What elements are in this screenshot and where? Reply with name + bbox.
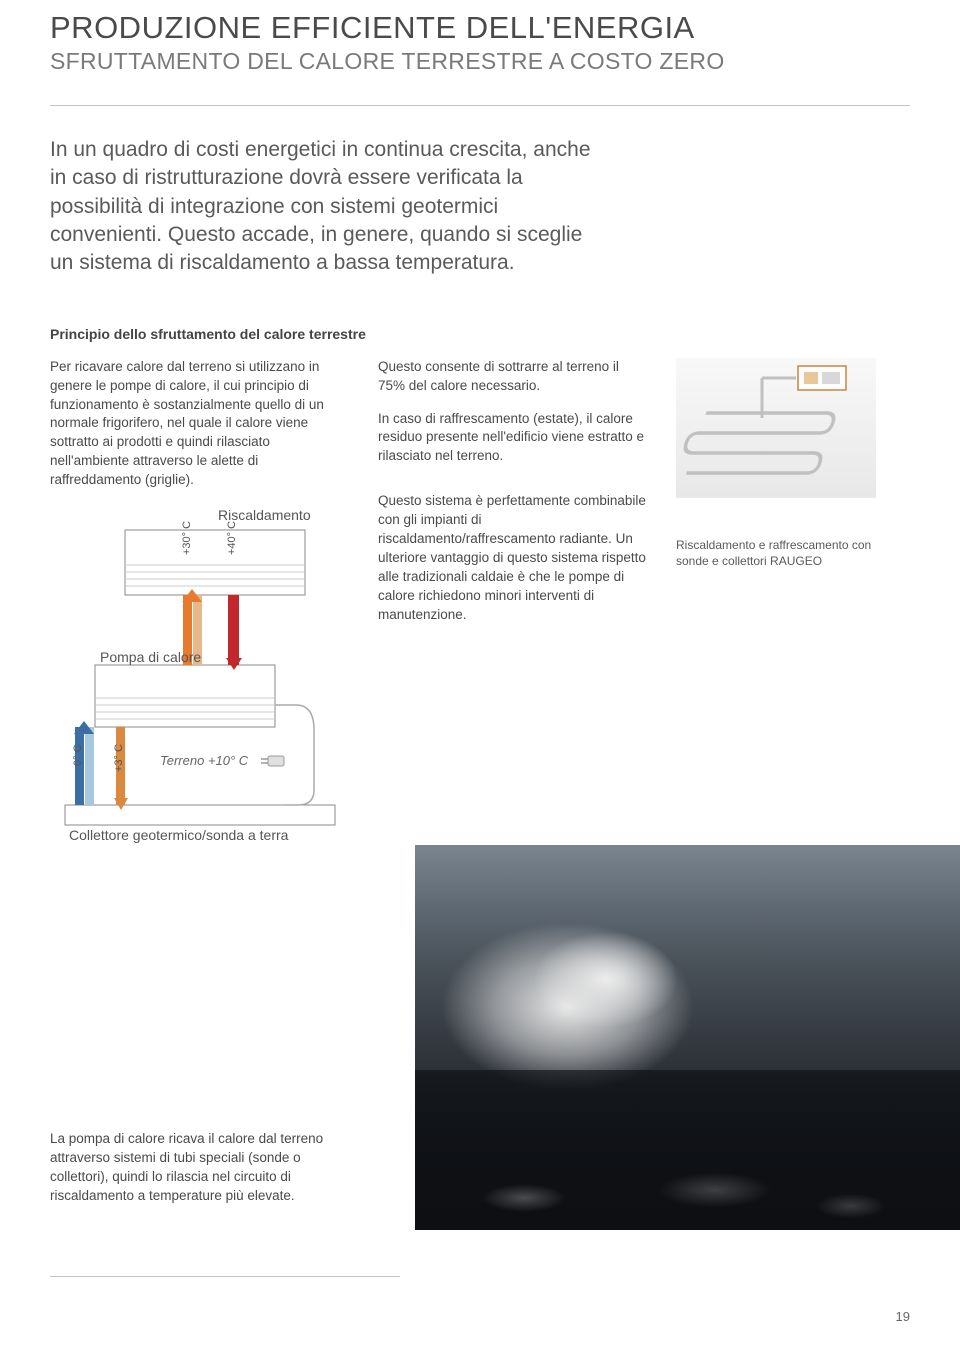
column-middle: Questo consente di sottrarre al terreno … (378, 358, 648, 830)
temp-30-label: +30° C (180, 521, 195, 555)
page-subtitle: SFRUTTAMENTO DEL CALORE TERRESTRE A COST… (50, 48, 910, 75)
divider-bottom (50, 1276, 400, 1277)
col-mid-p2: In caso di raffrescamento (estate), il c… (378, 410, 648, 467)
plug-cable (275, 705, 314, 805)
side-image-caption: Riscaldamento e raffrescamento con sonde… (676, 537, 886, 569)
divider-top (50, 105, 910, 106)
temp-3-label: +3° C (112, 744, 127, 772)
intro-paragraph: In un quadro di costi energetici in cont… (50, 136, 610, 278)
volcanic-coast-photo (415, 845, 960, 1230)
column-right: Riscaldamento e raffrescamento con sonde… (676, 358, 886, 830)
geothermal-diagram: Riscaldamento Pompa di calore +30° C +40… (50, 430, 350, 830)
temp-0-label: 0° C (71, 744, 86, 766)
temp-40-label: +40° C (225, 521, 240, 555)
diagram-svg (50, 430, 350, 860)
col-mid-p1: Questo consente di sottrarre al terreno … (378, 358, 648, 396)
page-number: 19 (896, 1309, 910, 1324)
column-left: Per ricavare calore dal terreno si utili… (50, 358, 350, 830)
plug-icon (268, 756, 284, 766)
section-heading: Principio dello sfruttamento del calore … (50, 326, 910, 342)
raugeo-illustration (676, 358, 876, 498)
collettore-label: Collettore geotermico/sonda a terra (69, 826, 288, 846)
pompa-box (95, 665, 275, 727)
pipe-red (228, 595, 239, 665)
collettore-box (65, 805, 335, 825)
pompa-label: Pompa di calore (100, 648, 201, 668)
col-mid-p3: Questo sistema è perfettamente combinabi… (378, 492, 648, 624)
footer-paragraph: La pompa di calore ricava il calore dal … (50, 1130, 330, 1206)
content-columns: Per ricavare calore dal terreno si utili… (50, 358, 910, 830)
page-title: PRODUZIONE EFFICIENTE DELL'ENERGIA (50, 10, 910, 46)
riscaldamento-box (125, 530, 305, 595)
terreno-label: Terreno +10° C (160, 752, 248, 770)
